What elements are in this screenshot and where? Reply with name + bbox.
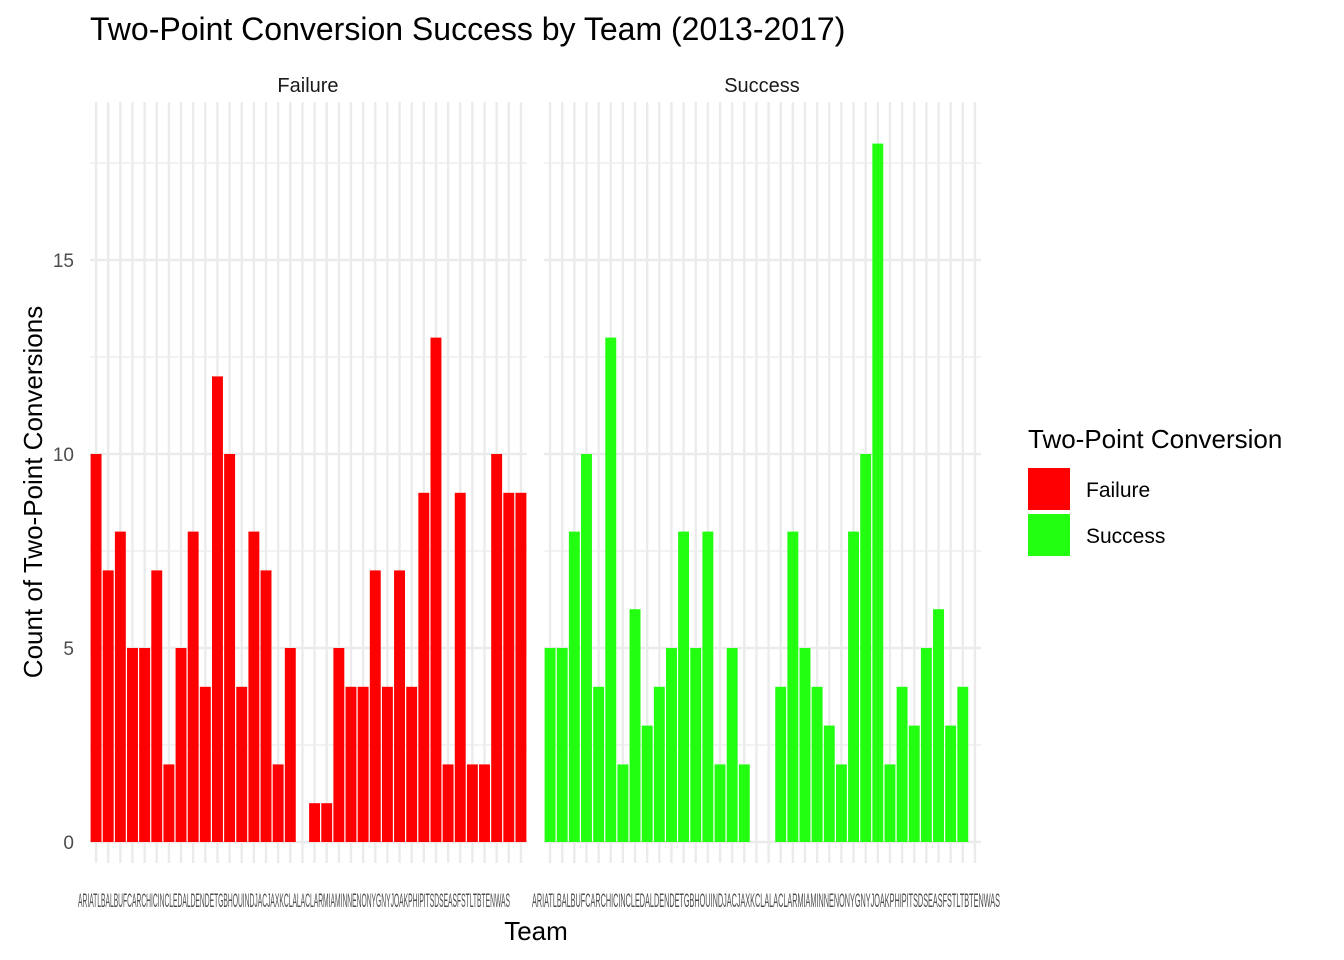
bar-success-cin (617, 764, 629, 842)
bar-success-mia (787, 531, 799, 842)
bar-failure-was (515, 492, 527, 842)
bar-success-hou (690, 648, 702, 842)
bar-success-ind (702, 531, 714, 842)
bar-failure-ten (503, 492, 515, 842)
x-tick-labels-success: ARIATLBALBUFCARCHICINCLEDALDENDETGBHOUIN… (532, 891, 1000, 912)
bar-failure-ari (90, 454, 102, 842)
bar-success-min (799, 648, 811, 842)
x-tick-labels-failure: ARIATLBALBUFCARCHICINCLEDALDENDETGBHOUIN… (78, 891, 510, 912)
y-tick-label: 0 (63, 833, 74, 854)
legend-label-success: Success (1086, 525, 1165, 548)
bar-failure-phi (418, 492, 430, 842)
bar-success-ari (544, 648, 556, 842)
bar-success-ne (811, 686, 823, 842)
bar-failure-det (211, 376, 223, 842)
bar-failure-dal (187, 531, 199, 842)
bar-success-ten (957, 686, 969, 842)
bar-success-lar (775, 686, 787, 842)
legend-label-failure: Failure (1086, 479, 1150, 502)
bar-success-sf (920, 648, 932, 842)
bar-success-nyg (835, 764, 847, 842)
bar-success-oak (860, 454, 872, 842)
legend-key-success (1028, 514, 1070, 556)
legend-key-failure (1028, 468, 1070, 510)
bar-failure-lac (309, 803, 321, 842)
bar-success-cle (629, 609, 641, 842)
panel-failure (90, 102, 527, 863)
strip-label-success: Success (724, 75, 800, 97)
bar-success-den (653, 686, 665, 842)
bar-failure-cle (175, 648, 187, 842)
bar-success-sea (908, 725, 920, 842)
legend-title: Two-Point Conversion (1028, 424, 1282, 454)
bar-success-car (593, 686, 605, 842)
bar-success-bal (568, 531, 580, 842)
bar-success-jac (714, 764, 726, 842)
bar-failure-cin (163, 764, 175, 842)
bar-success-no (823, 725, 835, 842)
bar-failure-atl (102, 570, 114, 842)
bar-failure-chi (151, 570, 163, 842)
y-axis-title: Count of Two-Point Conversions (18, 306, 48, 678)
bar-failure-stl (479, 764, 490, 842)
bar-success-gb (678, 531, 690, 842)
legend: Two-Point Conversion Failure Success (1028, 424, 1282, 556)
bar-failure-buf (127, 648, 138, 842)
bar-success-buf (581, 454, 592, 842)
bar-failure-gb (224, 454, 236, 842)
strip-label-failure: Failure (277, 75, 338, 97)
bar-success-chi (605, 337, 617, 842)
bar-success-atl (556, 648, 568, 842)
bar-failure-sea (454, 492, 466, 842)
bar-failure-ne (357, 686, 369, 842)
bar-success-kc (738, 764, 750, 842)
bar-success-det (665, 648, 677, 842)
bar-success-jax (726, 648, 738, 842)
bar-failure-lar (321, 803, 333, 842)
bar-failure-mia (333, 648, 345, 842)
bar-failure-car (139, 648, 151, 842)
y-tick-label: 15 (53, 251, 74, 272)
x-axis-title: Team (504, 916, 568, 946)
bar-failure-sf (466, 764, 478, 842)
y-tick-label: 10 (53, 445, 74, 466)
bar-success-stl (933, 609, 944, 842)
bar-failure-no (369, 570, 381, 842)
y-tick-label: 5 (63, 639, 74, 660)
bar-failure-oak (406, 686, 418, 842)
bar-failure-sd (442, 764, 454, 842)
bar-success-pit (884, 764, 896, 842)
bar-failure-bal (114, 531, 126, 842)
bar-failure-kc (284, 648, 296, 842)
bar-failure-tb (491, 454, 503, 842)
chart-title: Two-Point Conversion Success by Team (20… (90, 11, 845, 47)
bar-failure-den (199, 686, 211, 842)
panel-success (544, 102, 981, 863)
bar-success-dal (641, 725, 653, 842)
bar-failure-nyj (394, 570, 406, 842)
bar-success-tb (945, 725, 957, 842)
bar-success-sd (896, 686, 908, 842)
bar-failure-jac (260, 570, 272, 842)
bar-failure-jax (272, 764, 284, 842)
bar-failure-hou (236, 686, 248, 842)
bar-failure-min (345, 686, 357, 842)
bar-failure-nyg (381, 686, 393, 842)
bar-failure-ind (248, 531, 260, 842)
bar-success-phi (872, 143, 884, 843)
bar-failure-pit (430, 337, 442, 842)
bar-success-nyj (848, 531, 860, 842)
